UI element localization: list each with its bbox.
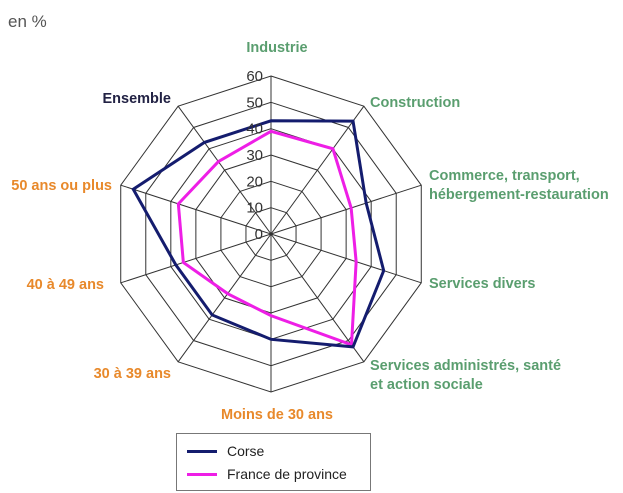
unit-label: en % <box>8 12 47 31</box>
category-label-8: 50 ans ou plus <box>11 178 112 194</box>
series-corse <box>131 119 386 349</box>
category-label-6: 30 à 39 ans <box>94 366 171 382</box>
radar-grid <box>120 75 422 393</box>
category-label-1: Construction <box>370 95 460 111</box>
spoke-1 <box>270 105 365 235</box>
category-label-4: Services administrés, santé et action soc… <box>370 358 561 393</box>
tick-label-20: 20 <box>246 173 263 190</box>
legend-label-france-de-province: France de province <box>227 466 347 482</box>
tick-label-40: 40 <box>246 121 263 138</box>
tick-label-30: 30 <box>246 147 263 164</box>
legend: Corse France de province <box>176 433 371 491</box>
tick-label-50: 50 <box>246 94 263 111</box>
legend-label-corse: Corse <box>227 443 265 459</box>
legend-swatch-france-de-province <box>187 472 217 476</box>
spoke-3 <box>270 233 422 284</box>
spoke-6 <box>177 233 272 363</box>
category-label-3: Services divers <box>429 276 535 292</box>
category-label-7: 40 à 49 ans <box>27 277 104 293</box>
radar-series <box>131 119 386 349</box>
spoke-7 <box>120 233 272 284</box>
tick-label-10: 10 <box>246 200 263 217</box>
spoke-9 <box>177 105 272 235</box>
spoke-8 <box>120 184 272 235</box>
category-label-9: Ensemble <box>103 91 172 107</box>
legend-item-corse: Corse <box>187 441 264 461</box>
spoke-4 <box>270 233 365 363</box>
legend-swatch-corse <box>187 449 217 453</box>
category-labels: Industrie Construction Commerce, transport… <box>11 40 608 423</box>
category-label-5: Moins de 30 ans <box>221 407 333 423</box>
legend-item-france-de-province: France de province <box>187 464 347 484</box>
tick-label-60: 60 <box>246 68 263 85</box>
radial-tick-labels: 0 10 20 30 40 50 60 <box>246 68 263 243</box>
series-france-de-province <box>176 129 358 347</box>
category-label-0: Industrie <box>246 40 307 56</box>
spoke-2 <box>270 184 422 235</box>
tick-label-0: 0 <box>255 226 263 243</box>
category-label-2: Commerce, transport, hébergement-restaura… <box>429 168 609 203</box>
